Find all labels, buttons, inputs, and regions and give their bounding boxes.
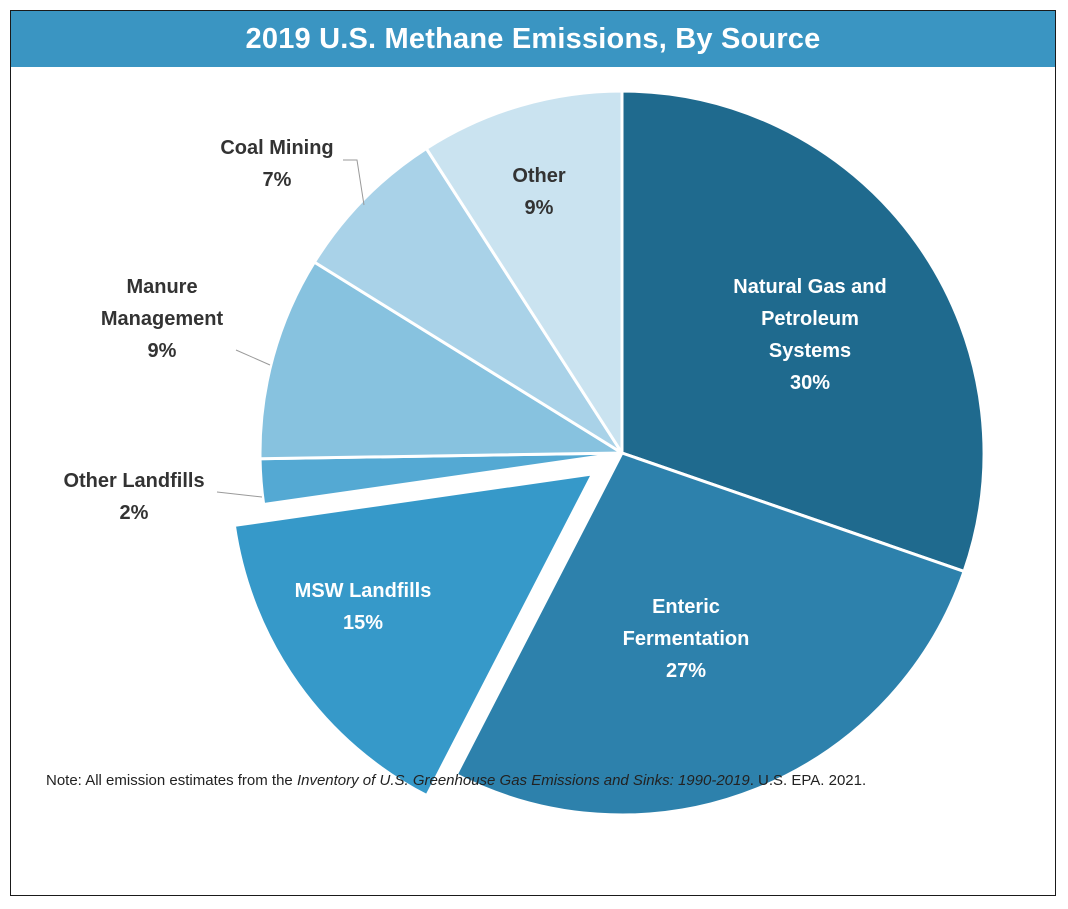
pie-slice-msw-landfills bbox=[232, 472, 595, 798]
chart-title: 2019 U.S. Methane Emissions, By Source bbox=[245, 22, 821, 55]
slice-label-enteric-fermentation: Fermentation bbox=[623, 628, 750, 650]
value-label-natural-gas-and-petroleum-systems: 30% bbox=[790, 372, 830, 394]
pie-labels: Natural Gas and Petroleum Systems 30% Enteri… bbox=[63, 137, 886, 682]
value-label-manure-management: 9% bbox=[148, 340, 177, 362]
slice-label-natural-gas-and-petroleum-systems: Natural Gas and bbox=[733, 276, 886, 298]
pie-slice-coal-mining bbox=[312, 146, 624, 455]
source-note: Note: All emission estimates from the In… bbox=[46, 772, 866, 789]
leader-line bbox=[235, 349, 271, 366]
value-label-other-landfills: 2% bbox=[120, 502, 149, 524]
slice-label-other-landfills: Other Landfills bbox=[63, 470, 204, 492]
slice-label-natural-gas-and-petroleum-systems: Petroleum bbox=[761, 308, 859, 330]
note-prefix: Note: All emission estimates from the bbox=[46, 772, 297, 789]
pie-slice-natural-gas-and-petroleum-systems bbox=[620, 89, 986, 573]
slice-label-coal-mining: Coal Mining bbox=[220, 137, 333, 159]
slice-label-natural-gas-and-petroleum-systems: Systems bbox=[769, 340, 851, 362]
value-label-msw-landfills: 15% bbox=[343, 612, 383, 634]
value-label-coal-mining: 7% bbox=[263, 169, 292, 191]
slice-label-manure-management: Management bbox=[101, 308, 224, 330]
leader-line bbox=[216, 491, 263, 498]
slice-label-manure-management: Manure bbox=[126, 276, 197, 298]
note-suffix: . U.S. EPA. 2021. bbox=[749, 772, 867, 789]
value-label-other: 9% bbox=[525, 197, 554, 219]
title-bar: 2019 U.S. Methane Emissions, By Source bbox=[11, 11, 1055, 67]
pie-slice-other bbox=[424, 89, 624, 455]
value-label-enteric-fermentation: 27% bbox=[666, 660, 706, 682]
slice-label-msw-landfills: MSW Landfills bbox=[295, 580, 432, 602]
pie-slice-manure-management bbox=[258, 260, 624, 461]
slice-label-enteric-fermentation: Enteric bbox=[652, 596, 720, 618]
note-title: Inventory of U.S. Greenhouse Gas Emissio… bbox=[296, 772, 750, 789]
pie-slice-enteric-fermentation bbox=[454, 451, 966, 817]
pie-slices bbox=[232, 89, 986, 817]
leader-line bbox=[343, 159, 365, 206]
slice-label-other: Other bbox=[512, 165, 566, 187]
